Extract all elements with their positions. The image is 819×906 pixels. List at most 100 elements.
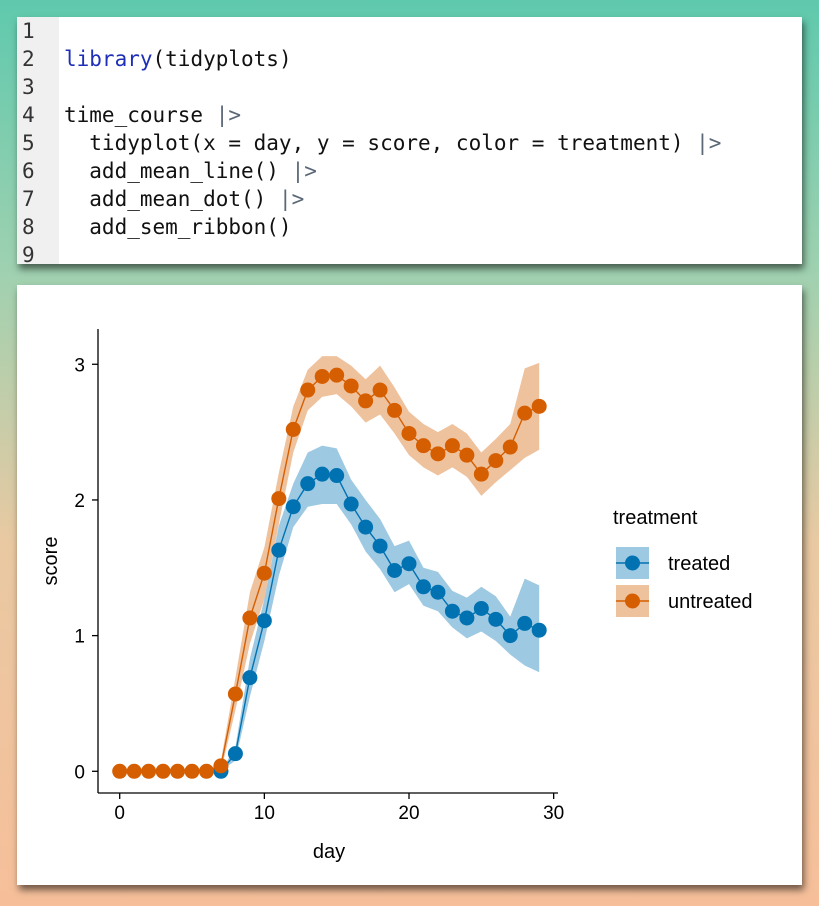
untreated-mean-dot (387, 402, 403, 418)
untreated-mean-dot (343, 378, 359, 394)
treated-mean-dot (517, 615, 533, 631)
treated-mean-dot (242, 670, 258, 686)
treated-mean-dot (488, 611, 504, 627)
untreated-mean-dot (213, 758, 229, 774)
legend-key-dot (625, 555, 640, 571)
untreated-mean-dot (126, 763, 142, 779)
treated-mean-dot (343, 496, 359, 512)
untreated-mean-dot (430, 446, 446, 462)
untreated-mean-dot (256, 565, 272, 581)
treated-sem-ribbon (220, 445, 540, 772)
code-keyword: library (64, 47, 153, 71)
untreated-mean-dot (155, 763, 171, 779)
treated-mean-dot (459, 610, 475, 626)
line-number: 8 (22, 215, 35, 239)
treated-mean-dot (387, 562, 403, 578)
code-token: time_course (64, 103, 216, 127)
mean-dots (112, 367, 547, 779)
treated-mean-dot (502, 628, 518, 644)
untreated-mean-dot (488, 453, 504, 469)
code-text: add_sem_ribbon() (64, 213, 292, 241)
treated-mean-dot (300, 476, 316, 492)
untreated-mean-dot (285, 421, 301, 437)
y-tick-label: 2 (74, 491, 85, 512)
untreated-mean-dot (444, 438, 460, 454)
line-number: 4 (22, 103, 35, 127)
legend-label: treated (668, 553, 730, 575)
x-tick-label: 0 (114, 803, 125, 824)
line-number: 1 (22, 19, 35, 43)
y-ticks: 0 1 2 3 (74, 355, 98, 783)
treated-mean-dot (314, 466, 330, 482)
untreated-mean-dot (184, 763, 200, 779)
sem-ribbons (119, 356, 540, 772)
code-text: add_mean_dot() |> (64, 185, 304, 213)
untreated-mean-dot (415, 438, 431, 454)
line-number: 2 (22, 47, 35, 71)
code-panel: 1 2 library(tidyplots) 3 4 time_course |> 5 ti… (17, 17, 802, 267)
pipe-operator: |> (291, 159, 317, 183)
untreated-mean-dot (227, 686, 243, 702)
y-tick-label: 3 (74, 355, 85, 376)
legend-label: untreated (668, 591, 753, 613)
chart: 0 10 20 30 0 1 2 3 day score treatment treated… (40, 329, 753, 863)
code-text: library(tidyplots) (64, 45, 292, 73)
code-token: add_mean_line() (64, 159, 292, 183)
line-number-gutter (17, 17, 59, 264)
untreated-mean-dot (401, 425, 417, 441)
pipe-operator: |> (215, 103, 242, 127)
treated-mean-dot (227, 746, 243, 762)
untreated-mean-dot (372, 382, 388, 398)
treated-mean-dot (531, 622, 547, 638)
mean-lines (119, 374, 540, 772)
code-token: add_mean_dot() (64, 187, 279, 211)
x-tick-label: 30 (543, 803, 564, 824)
y-axis-label: score (40, 537, 62, 586)
treated-mean-dot (256, 613, 272, 629)
line-number: 6 (22, 159, 35, 183)
treated-mean-dot (329, 468, 345, 484)
untreated-mean-dot (329, 367, 345, 383)
line-number: 9 (22, 243, 35, 267)
y-tick-label: 0 (74, 762, 85, 783)
untreated-mean-dot (358, 393, 374, 409)
code-token: add_sem_ribbon() (64, 215, 292, 239)
untreated-mean-dot (314, 368, 330, 384)
legend: treatment treated untreated (613, 507, 753, 617)
treated-mean-dot (415, 579, 431, 595)
line-number: 3 (22, 75, 35, 99)
code-text: time_course |> (64, 101, 241, 129)
legend-key-dot (625, 593, 640, 609)
code-text: add_mean_line() |> (64, 157, 317, 185)
treated-mean-dot (444, 603, 460, 619)
x-tick-label: 20 (398, 803, 419, 824)
untreated-mean-dot (242, 610, 258, 626)
pipe-operator: |> (696, 131, 722, 155)
line-number: 7 (22, 187, 35, 211)
code-token: (tidyplots) (152, 47, 292, 71)
treated-mean-dot (430, 584, 446, 600)
code-token: tidyplot(x = day, y = score, color = tre… (64, 131, 697, 155)
untreated-mean-dot (141, 763, 157, 779)
treated-mean-dot (372, 538, 388, 554)
untreated-mean-dot (170, 763, 186, 779)
y-tick-label: 1 (74, 627, 85, 648)
legend-items: treated untreated (616, 547, 753, 617)
pipe-operator: |> (278, 187, 305, 211)
treated-mean-dot (473, 600, 489, 616)
untreated-mean-dot (271, 491, 287, 507)
untreated-mean-dot (459, 447, 475, 463)
untreated-mean-dot (198, 763, 214, 779)
untreated-mean-dot (112, 763, 128, 779)
untreated-mean-dot (300, 382, 316, 398)
legend-item-untreated: untreated (616, 585, 753, 617)
untreated-mean-dot (517, 405, 533, 421)
untreated-sem-ribbon (119, 356, 540, 772)
treated-mean-dot (271, 542, 287, 558)
untreated-mean-dot (531, 398, 547, 414)
x-ticks: 0 10 20 30 (114, 793, 564, 824)
untreated-mean-dot (473, 466, 489, 482)
untreated-mean-dot (502, 439, 518, 455)
x-axis-label: day (313, 841, 345, 863)
treated-mean-dot (358, 519, 374, 535)
